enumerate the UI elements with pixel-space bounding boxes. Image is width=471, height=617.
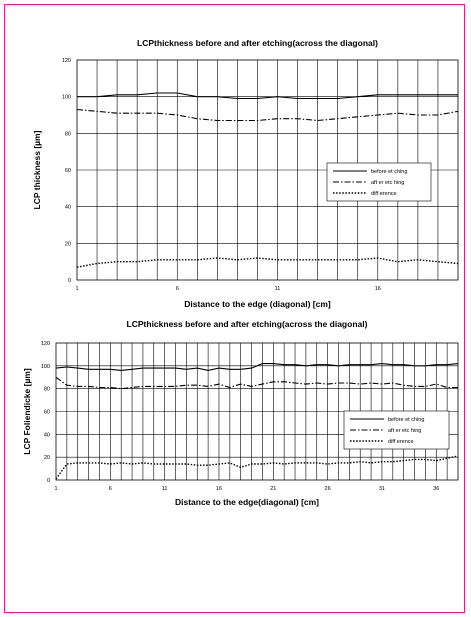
y-tick-label: 120: [62, 58, 71, 64]
y-tick-label: 40: [44, 432, 50, 438]
y-tick-label: 0: [47, 478, 50, 484]
x-tick-label: 16: [216, 486, 222, 492]
x-tick-label: 16: [375, 286, 381, 292]
x-tick-label: 11: [275, 286, 281, 292]
y-tick-label: 100: [41, 364, 50, 370]
y-axis-label: LCP thickness [µm]: [32, 130, 42, 209]
x-tick-label: 36: [433, 486, 439, 492]
x-axis-label: Distance to the edge (diagonal) [cm]: [184, 299, 331, 309]
x-tick-label: 6: [109, 486, 112, 492]
chart-title: LCPthickness before and after etching(ac…: [127, 319, 368, 329]
y-tick-label: 20: [44, 455, 50, 461]
legend-box: [326, 162, 432, 202]
y-tick-label: 80: [44, 387, 50, 393]
legend-label: diff erence: [388, 439, 414, 445]
y-tick-label: 40: [65, 205, 71, 211]
series-line: [55, 363, 459, 371]
x-tick-label: 6: [176, 286, 179, 292]
y-tick-label: 20: [65, 241, 71, 247]
y-tick-label: 80: [65, 131, 71, 137]
x-tick-label: 26: [325, 486, 331, 492]
y-axis-label: LCP Foliendicke [µm]: [22, 368, 32, 455]
y-tick-label: 120: [41, 341, 50, 347]
y-tick-label: 100: [62, 95, 71, 101]
legend-label: diff erence: [371, 191, 397, 197]
series-line: [76, 108, 459, 122]
legend-label: aft er etc hing: [371, 180, 404, 186]
x-axis-label: Distance to the edge(diagonal) [cm]: [175, 497, 319, 507]
y-tick-label: 60: [65, 168, 71, 174]
legend-label: before et ching: [371, 169, 407, 175]
x-tick-label: 11: [162, 486, 168, 492]
legend-label: aft er etc hing: [388, 428, 421, 434]
x-tick-label: 1: [75, 286, 78, 292]
chart-title: LCPthickness before and after etching(ac…: [137, 38, 378, 48]
y-tick-label: 60: [44, 410, 50, 416]
x-tick-label: 1: [54, 486, 57, 492]
x-tick-label: 31: [379, 486, 385, 492]
x-tick-label: 21: [270, 486, 276, 492]
series-line: [55, 455, 459, 480]
series-line: [77, 92, 458, 100]
y-tick-label: 0: [68, 278, 71, 284]
series-line: [55, 376, 458, 390]
legend-label: before et ching: [388, 417, 424, 423]
